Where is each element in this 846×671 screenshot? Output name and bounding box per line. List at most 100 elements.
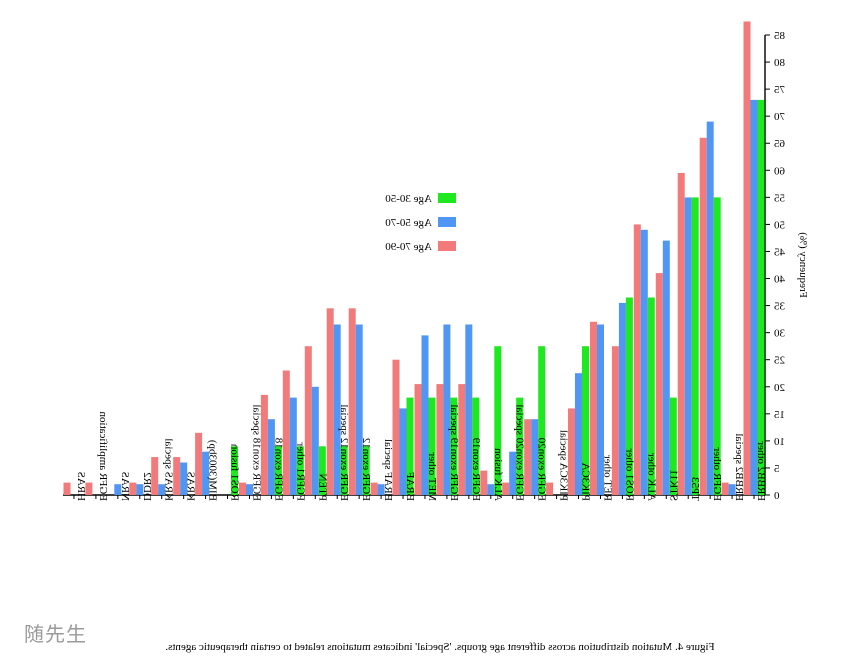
bar-age-50-70-4 [158, 484, 166, 495]
x-tick-label: MET other [426, 452, 438, 501]
bar-age-70-90-18 [458, 384, 466, 495]
bar-age-50-70-11 [311, 386, 319, 495]
bar-age-30-50-19 [494, 346, 502, 495]
legend-label: Age 30-50 [385, 193, 432, 205]
bar-age-30-50-28 [691, 197, 699, 495]
x-tick-label: EGFR exon19 special [448, 404, 460, 501]
y-tick-label: 5 [774, 463, 780, 475]
bar-age-30-50-25 [625, 297, 633, 495]
x-tick-label: BIM(3003bp) [207, 440, 219, 501]
x-tick-label: TP53 [689, 477, 701, 501]
bar-age-50-70-18 [465, 324, 473, 495]
x-tick-label: DDR2 [141, 472, 153, 501]
watermark-text: 随先生 [24, 622, 87, 646]
x-tick-label: NRAS [119, 472, 131, 501]
bar-age-70-90-0 [63, 482, 71, 495]
bar-age-30-50-23 [582, 346, 589, 495]
x-tick-label: RET other [601, 455, 613, 501]
y-axis-label: Frequency (%) [797, 232, 809, 298]
bar-age-30-50-7 [231, 446, 238, 495]
y-tick-label: 15 [774, 409, 786, 421]
bar-age-30-50-17 [450, 397, 458, 495]
y-tick-label: 40 [774, 274, 786, 286]
y-tick-label: 50 [774, 219, 786, 231]
figure-caption: Figure 4. Mutation distribution across d… [165, 641, 715, 653]
bar-age-50-70-24 [597, 324, 604, 495]
bar-age-50-70-15 [399, 408, 407, 495]
y-tick-label: 35 [774, 301, 786, 313]
y-tick-label: 45 [774, 246, 786, 258]
bar-age-30-50-29 [713, 197, 721, 495]
x-tick-label: KRAS special [163, 438, 175, 501]
x-tick-label: EGFR exon20 special [514, 404, 526, 501]
bar-age-70-90-16 [414, 384, 422, 495]
plot-area: 0 5 10 15 20 25 30 35 40 45 50 55 60 65 70 75 80 85 HRAS E… [63, 21, 809, 653]
bar-age-70-90-3 [129, 482, 137, 495]
bar-age-30-50-16 [428, 397, 436, 495]
bar-age-70-90-17 [436, 384, 444, 495]
bar-age-30-50-15 [406, 397, 414, 495]
bar-age-70-90-11 [304, 346, 312, 495]
bar-age-70-90-19 [480, 470, 488, 495]
bar-age-70-90-29 [699, 137, 707, 496]
bar-age-50-70-6 [202, 451, 210, 495]
bar-age-70-90-9 [260, 394, 268, 495]
bar-age-50-70-21 [531, 419, 539, 495]
bar-age-30-50-13 [362, 446, 370, 495]
bar-age-50-70-29 [706, 121, 714, 495]
bar-age-30-50-10 [296, 446, 304, 495]
bar-age-30-50-31 [757, 99, 765, 496]
x-tick-label: ERBB2 other [755, 441, 767, 501]
legend-swatch [438, 217, 456, 227]
legend-label: Age 50-70 [385, 217, 432, 229]
x-tick-label: EGFR exon12 special [338, 404, 350, 501]
x-tick-label: HRAS [75, 472, 87, 501]
bar-age-50-70-9 [267, 419, 275, 495]
x-tick-label: EGFR exon20 [536, 437, 548, 501]
bar-age-70-90-10 [282, 370, 290, 495]
y-tick-label: 70 [774, 111, 786, 123]
bar-age-70-90-14 [370, 482, 378, 495]
x-tick-label: EGFR exon18 [272, 437, 284, 501]
bar-age-70-90-12 [326, 308, 334, 495]
x-tick-label: ERBB2 special [733, 433, 745, 501]
bar-age-70-90-24 [590, 321, 597, 495]
bar-age-50-70-31 [750, 99, 758, 496]
bar-age-30-50-12 [340, 446, 348, 495]
x-tick-label: ROS1 other [623, 448, 635, 501]
bar-age-30-50-11 [318, 446, 326, 495]
y-tick-label: 20 [774, 382, 786, 394]
bar-age-70-90-15 [392, 359, 400, 495]
bar-age-70-90-6 [195, 432, 203, 495]
y-tick-label: 25 [774, 355, 786, 367]
legend-swatch [438, 241, 456, 251]
bar-age-70-90-28 [677, 173, 685, 495]
bar-age-70-90-31 [743, 21, 751, 495]
legend-swatch [438, 193, 456, 203]
x-tick-label: KRAS [185, 472, 197, 501]
bar-age-30-50-20 [516, 397, 524, 495]
bar-age-50-70-5 [180, 462, 188, 495]
bar-age-70-90-13 [348, 308, 356, 495]
x-tick-label: PIK3CA [580, 462, 592, 501]
bar-age-70-90-21 [524, 419, 532, 495]
y-tick-label: 55 [774, 192, 786, 204]
y-tick-label: 85 [774, 30, 786, 42]
x-tick-label: ROS1 fusion [229, 443, 241, 501]
x-tick-label: EGFR other [711, 447, 723, 501]
x-tick-label: ALK other [645, 453, 657, 501]
bar-age-50-70-2 [114, 484, 122, 495]
bar-age-50-70-26 [640, 229, 648, 496]
bar-age-50-70-10 [289, 397, 297, 495]
x-tick-label: EGFR exon19 [470, 437, 482, 501]
bar-age-70-90-22 [546, 482, 554, 495]
bar-age-50-70-17 [443, 324, 451, 495]
y-tick-label: 65 [774, 138, 786, 150]
x-tick-label: PTEN [316, 473, 328, 501]
legend-label: Age 70-90 [385, 241, 432, 253]
y-tick-label: 0 [774, 490, 780, 502]
y-tick-label: 75 [774, 84, 786, 96]
x-tick-label: BRAF special [382, 439, 394, 501]
bar-age-70-90-8 [239, 482, 246, 495]
